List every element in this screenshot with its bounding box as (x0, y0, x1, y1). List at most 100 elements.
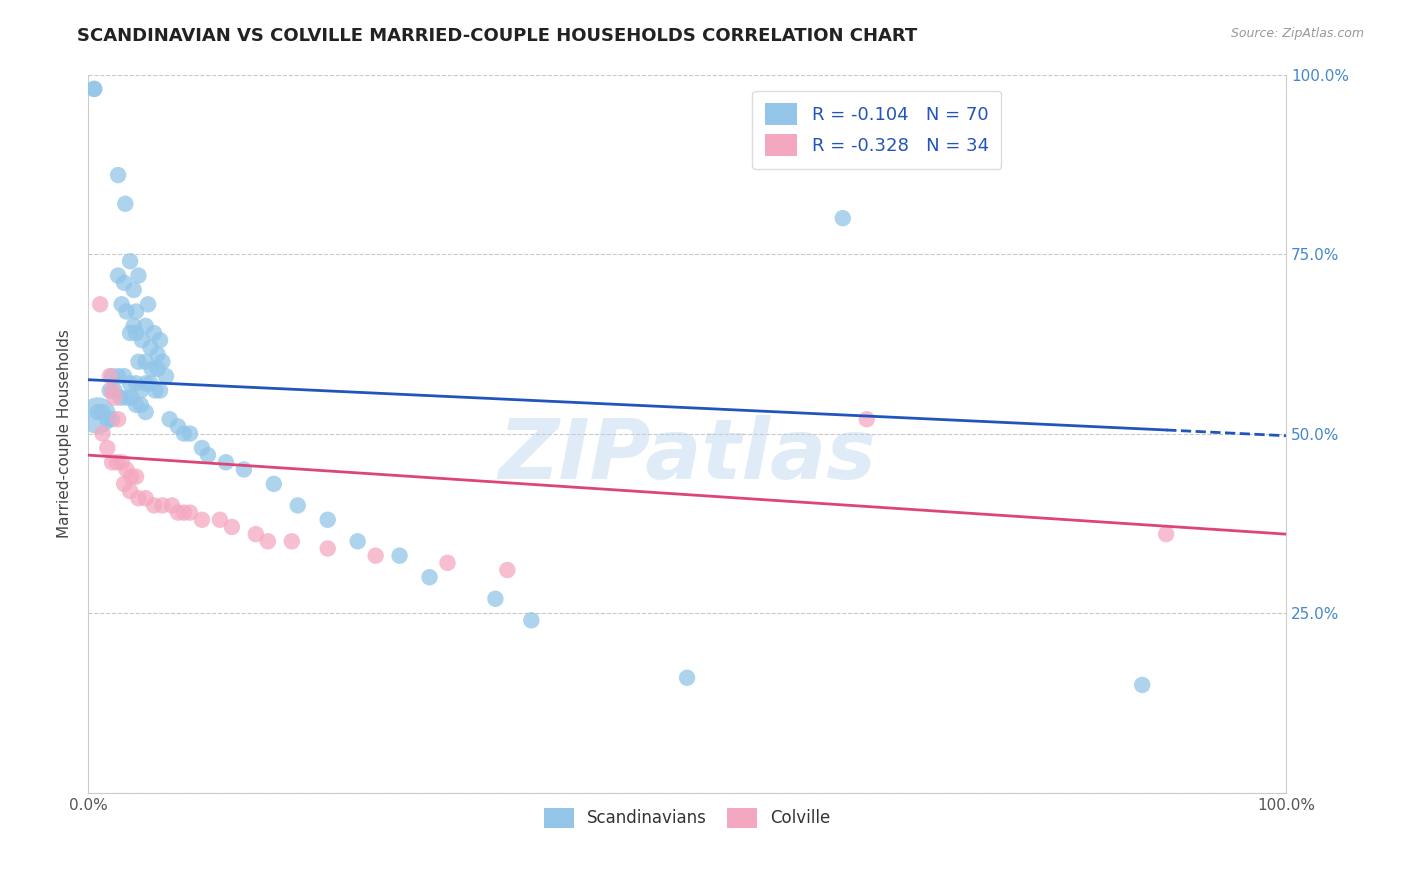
Point (263, 476, 285, 491)
Point (143, 326, 166, 340)
Point (496, 563, 519, 577)
Point (125, 469, 148, 483)
Point (105, 455, 128, 469)
Point (91, 426, 114, 441)
Point (107, 369, 129, 384)
Point (111, 297, 134, 311)
Point (120, 376, 142, 391)
Point (125, 376, 148, 391)
Point (135, 405, 157, 419)
Point (129, 398, 152, 412)
Point (98, 384, 121, 398)
Point (125, 326, 148, 340)
Point (120, 326, 142, 340)
Point (83, 82, 105, 96)
Point (135, 318, 157, 333)
Point (96, 441, 118, 455)
Point (107, 268, 129, 283)
Point (167, 506, 190, 520)
Point (135, 491, 157, 506)
Point (221, 520, 243, 534)
Point (122, 318, 145, 333)
Point (139, 376, 162, 391)
Point (149, 384, 172, 398)
Point (120, 391, 142, 405)
Point (115, 462, 138, 476)
Point (191, 441, 214, 455)
Point (91, 405, 114, 419)
Point (131, 333, 153, 347)
Point (149, 333, 172, 347)
Point (167, 419, 190, 434)
Point (152, 355, 174, 369)
Text: ZIPatlas: ZIPatlas (498, 415, 876, 496)
Point (316, 541, 339, 556)
Point (152, 499, 174, 513)
Point (520, 613, 543, 627)
Point (125, 304, 148, 318)
Text: Source: ZipAtlas.com: Source: ZipAtlas.com (1230, 27, 1364, 40)
Point (484, 591, 506, 606)
Point (173, 426, 195, 441)
Point (418, 570, 440, 584)
Point (112, 369, 135, 384)
Point (122, 283, 145, 297)
Point (155, 369, 177, 384)
Point (245, 527, 267, 541)
Point (127, 268, 149, 283)
Point (89, 297, 111, 311)
Point (110, 391, 132, 405)
Point (112, 476, 135, 491)
Point (120, 469, 142, 483)
Point (143, 499, 166, 513)
Point (179, 506, 201, 520)
Point (107, 168, 129, 182)
Point (114, 196, 136, 211)
Point (96, 412, 118, 426)
Point (101, 412, 124, 426)
Point (135, 376, 157, 391)
Point (436, 556, 458, 570)
Point (256, 534, 278, 549)
Point (208, 513, 231, 527)
Point (101, 369, 124, 384)
Point (87, 405, 110, 419)
Point (191, 513, 214, 527)
Point (1130, 678, 1153, 692)
Point (676, 671, 699, 685)
Point (103, 384, 125, 398)
Point (87, 409, 110, 423)
Point (120, 483, 142, 498)
Point (346, 534, 368, 549)
Point (127, 491, 149, 506)
Point (831, 211, 853, 226)
Point (388, 549, 411, 563)
Point (1154, 527, 1177, 541)
Point (112, 276, 135, 290)
Text: SCANDINAVIAN VS COLVILLE MARRIED-COUPLE HOUSEHOLDS CORRELATION CHART: SCANDINAVIAN VS COLVILLE MARRIED-COUPLE … (77, 27, 918, 45)
Point (83, 82, 105, 96)
Point (316, 513, 339, 527)
Point (197, 448, 219, 462)
Point (111, 455, 134, 469)
Point (101, 384, 124, 398)
Point (101, 455, 124, 469)
Point (820, 153, 842, 168)
Point (125, 398, 148, 412)
Point (179, 426, 201, 441)
Legend: Scandinavians, Colville: Scandinavians, Colville (537, 801, 837, 835)
Point (120, 254, 142, 268)
Point (281, 534, 304, 549)
Point (136, 297, 159, 311)
Point (98, 369, 121, 384)
Point (855, 412, 877, 426)
Point (139, 340, 162, 354)
Point (146, 362, 169, 376)
Point (141, 362, 163, 376)
Point (146, 348, 169, 362)
Point (215, 455, 238, 469)
Point (364, 549, 387, 563)
Point (143, 384, 166, 398)
Point (103, 391, 125, 405)
Point (287, 499, 309, 513)
